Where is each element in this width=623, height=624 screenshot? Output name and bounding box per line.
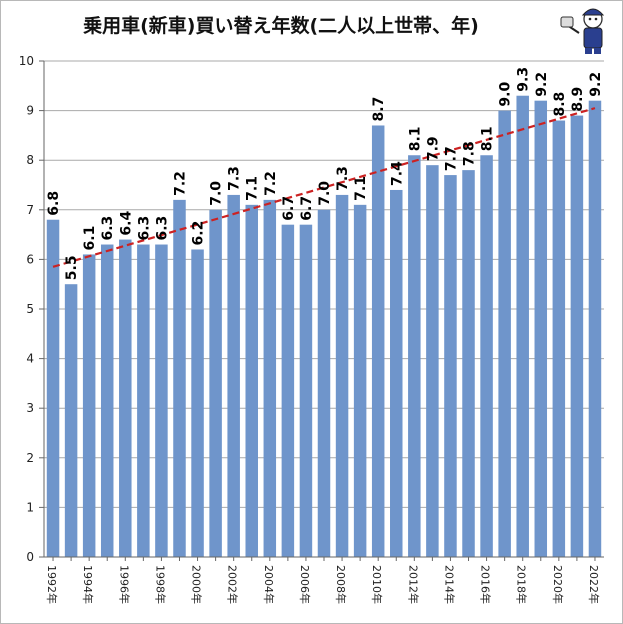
data-label: 6.3 [100, 216, 116, 241]
bar [191, 249, 204, 558]
x-tick-label: 1998年 [153, 565, 167, 604]
data-label: 8.8 [552, 92, 568, 117]
data-label: 9.2 [588, 72, 604, 97]
bar [353, 204, 367, 557]
data-label: 6.4 [118, 211, 134, 236]
chart-title: 乗用車(新車)買い替え年数(二人以上世帯、年) [83, 15, 479, 37]
bar [64, 284, 78, 557]
bar [390, 189, 403, 557]
bar [100, 244, 114, 557]
data-label: 7.3 [227, 166, 243, 191]
x-tick-label: 2004年 [262, 565, 276, 604]
bar [137, 244, 150, 557]
bar [173, 199, 186, 557]
y-tick-label: 7 [26, 203, 34, 217]
bar [299, 224, 313, 557]
x-tick-label: 2010年 [370, 565, 384, 604]
mascot-icon [560, 8, 605, 54]
data-label: 7.9 [425, 136, 441, 161]
x-tick-label: 2008年 [334, 565, 348, 604]
bar [335, 194, 349, 558]
data-label: 8.9 [570, 87, 586, 112]
x-tick-label: 2016年 [479, 565, 493, 604]
x-tick-label: 2000年 [190, 565, 204, 604]
x-tick-label: 2014年 [442, 565, 456, 604]
data-label: 8.1 [480, 126, 496, 151]
bar [155, 244, 168, 557]
bar [426, 165, 439, 557]
data-label: 6.7 [281, 196, 297, 221]
y-tick-label: 1 [26, 500, 34, 514]
data-label: 6.1 [82, 226, 98, 251]
data-label: 7.8 [462, 141, 478, 166]
data-label: 9.3 [516, 67, 532, 92]
bar [498, 110, 511, 557]
x-tick-label: 2022年 [587, 565, 601, 604]
data-label: 7.2 [263, 171, 279, 196]
bar [209, 209, 222, 558]
x-tick-label: 2002年 [226, 565, 240, 604]
bar [534, 100, 548, 558]
bar [46, 219, 60, 557]
data-label: 8.1 [407, 126, 423, 151]
bar [281, 224, 295, 557]
bar [82, 254, 96, 557]
data-label: 6.3 [136, 216, 152, 241]
x-tick-label: 2012年 [406, 565, 420, 604]
bar [570, 115, 584, 557]
data-label: 6.7 [299, 196, 315, 221]
y-tick-label: 2 [26, 451, 34, 465]
data-label: 7.0 [209, 181, 225, 206]
data-label: 7.1 [245, 176, 261, 201]
data-label: 7.7 [443, 146, 459, 171]
bar [263, 199, 277, 557]
bar [444, 175, 457, 557]
data-label: 7.3 [335, 166, 351, 191]
bar [480, 155, 493, 558]
x-tick-label: 2006年 [298, 565, 312, 604]
y-tick-label: 3 [26, 401, 34, 415]
bar [516, 95, 529, 557]
data-label: 6.3 [154, 216, 170, 241]
y-tick-label: 8 [26, 153, 34, 167]
x-tick-label: 2020年 [551, 565, 565, 604]
bar [119, 239, 132, 557]
y-tick-label: 6 [26, 252, 34, 266]
bar [317, 209, 331, 558]
data-label: 7.2 [172, 171, 188, 196]
data-label: 9.0 [498, 82, 514, 107]
y-tick-label: 9 [26, 104, 34, 118]
y-tick-label: 4 [26, 352, 34, 366]
bar [552, 120, 566, 558]
y-tick-label: 0 [26, 550, 34, 564]
x-tick-label: 1994年 [81, 565, 95, 604]
data-label: 5.5 [64, 255, 80, 280]
data-label: 7.0 [317, 181, 333, 206]
x-tick-label: 1992年 [45, 565, 59, 604]
data-label: 7.1 [353, 176, 369, 201]
y-tick-label: 5 [26, 302, 34, 316]
bar [462, 170, 475, 557]
bar [588, 100, 602, 558]
bar [245, 204, 258, 557]
x-tick-label: 1996年 [117, 565, 131, 604]
data-label: 8.7 [371, 97, 387, 122]
data-label: 6.2 [191, 221, 207, 246]
data-label: 7.4 [389, 161, 405, 186]
bar [408, 155, 421, 558]
bar [227, 194, 240, 558]
x-tick-label: 2018年 [515, 565, 529, 604]
y-tick-label: 10 [19, 54, 34, 68]
trend-line [52, 107, 596, 268]
bar [371, 125, 385, 557]
data-label: 9.2 [534, 72, 550, 97]
data-label: 6.8 [46, 191, 62, 216]
